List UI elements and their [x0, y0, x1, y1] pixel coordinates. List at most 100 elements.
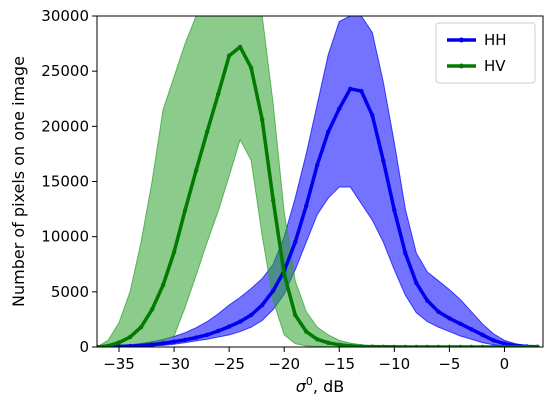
point-hh — [259, 302, 265, 308]
point-hh — [480, 332, 485, 338]
point-hh — [436, 309, 441, 314]
point-hv — [326, 340, 331, 346]
point-hh — [414, 280, 419, 286]
point-hh — [315, 162, 320, 168]
point-hv — [226, 53, 232, 58]
point-hh — [149, 342, 155, 347]
point-hv — [458, 344, 463, 347]
point-hv — [160, 283, 166, 288]
legend-label-hh: HH — [484, 31, 507, 49]
x-tick-label: −25 — [213, 355, 245, 373]
point-hv — [348, 343, 353, 347]
point-hh — [491, 338, 496, 343]
point-hh — [370, 113, 375, 118]
point-hv — [204, 129, 210, 135]
point-hv — [425, 344, 430, 347]
legend-marker-hv — [459, 63, 464, 69]
point-hv — [304, 329, 309, 334]
point-hv — [491, 344, 496, 347]
point-hv — [381, 344, 386, 347]
point-hv — [535, 344, 540, 347]
point-hh — [215, 328, 221, 334]
point-hh — [458, 321, 463, 327]
y-tick-label: 15000 — [41, 173, 89, 191]
point-hh — [293, 239, 298, 245]
legend-marker-hh — [459, 37, 464, 43]
point-hv — [171, 249, 177, 255]
point-hh — [326, 129, 331, 135]
x-tick-label: −15 — [323, 355, 355, 373]
point-hh — [403, 251, 408, 256]
point-hv — [182, 207, 188, 213]
point-hv — [282, 271, 287, 277]
point-hv — [237, 44, 243, 50]
point-hv — [392, 344, 397, 347]
point-hv — [149, 307, 155, 312]
point-hh — [171, 339, 177, 344]
point-hh — [248, 312, 254, 318]
point-hv — [271, 198, 276, 203]
x-tick-label: −35 — [103, 355, 135, 373]
point-hv — [116, 340, 122, 345]
point-hv — [259, 117, 265, 122]
point-hv — [403, 344, 408, 347]
point-hh — [304, 203, 309, 208]
y-tick-label: 25000 — [41, 62, 89, 80]
x-axis: −35 −30 −25 −20 −15 −10 −5 0 — [103, 347, 509, 373]
band-hv — [97, 16, 538, 347]
point-hh — [359, 88, 364, 94]
point-hv — [193, 168, 199, 173]
point-hv — [337, 342, 342, 347]
point-hh — [469, 327, 474, 332]
y-tick-label: 0 — [79, 338, 89, 356]
x-tick-label: 0 — [500, 355, 510, 373]
x-tick-label: −5 — [438, 355, 460, 373]
point-hh — [116, 344, 122, 347]
y-tick-label: 10000 — [41, 228, 89, 246]
x-tick-label: −30 — [158, 355, 190, 373]
point-hh — [127, 343, 133, 347]
point-hh — [193, 335, 199, 340]
legend: HH HV — [435, 22, 536, 84]
point-hh — [182, 337, 188, 343]
point-hv — [248, 65, 254, 71]
point-hv — [447, 344, 452, 347]
point-hv — [524, 344, 529, 347]
y-axis: 0 5000 10000 15000 20000 25000 30000 — [41, 7, 97, 356]
point-hv — [414, 344, 419, 347]
point-hh — [138, 343, 144, 347]
x-tick-label: −20 — [268, 355, 300, 373]
point-hh — [381, 158, 386, 163]
point-hh — [204, 332, 210, 338]
point-hh — [160, 341, 166, 346]
legend-label-hv: HV — [484, 57, 506, 75]
point-hh — [502, 341, 507, 346]
point-hh — [425, 298, 430, 303]
point-hv — [97, 344, 100, 347]
y-tick-label: 20000 — [41, 117, 89, 135]
point-hv — [480, 344, 485, 347]
point-hh — [237, 319, 243, 324]
point-hh — [392, 207, 397, 213]
point-hv — [513, 344, 518, 347]
point-hh — [447, 316, 452, 321]
point-hv — [138, 324, 144, 330]
point-hh — [337, 106, 342, 111]
point-hv — [370, 344, 375, 347]
x-axis-label: σ0, dB — [296, 375, 344, 396]
point-hv — [359, 344, 364, 347]
point-hv — [215, 92, 221, 97]
point-hv — [469, 344, 474, 347]
y-axis-label: Number of pixels on one image — [9, 56, 28, 307]
y-tick-label: 30000 — [41, 7, 89, 25]
x-tick-label: −10 — [379, 355, 411, 373]
point-hv — [436, 344, 441, 347]
series-lines — [97, 44, 540, 347]
y-tick-label: 5000 — [51, 283, 89, 301]
point-hh — [271, 288, 276, 293]
point-hv — [502, 344, 507, 347]
point-hv — [315, 337, 320, 342]
point-hh — [348, 86, 353, 92]
point-hv — [127, 334, 133, 340]
